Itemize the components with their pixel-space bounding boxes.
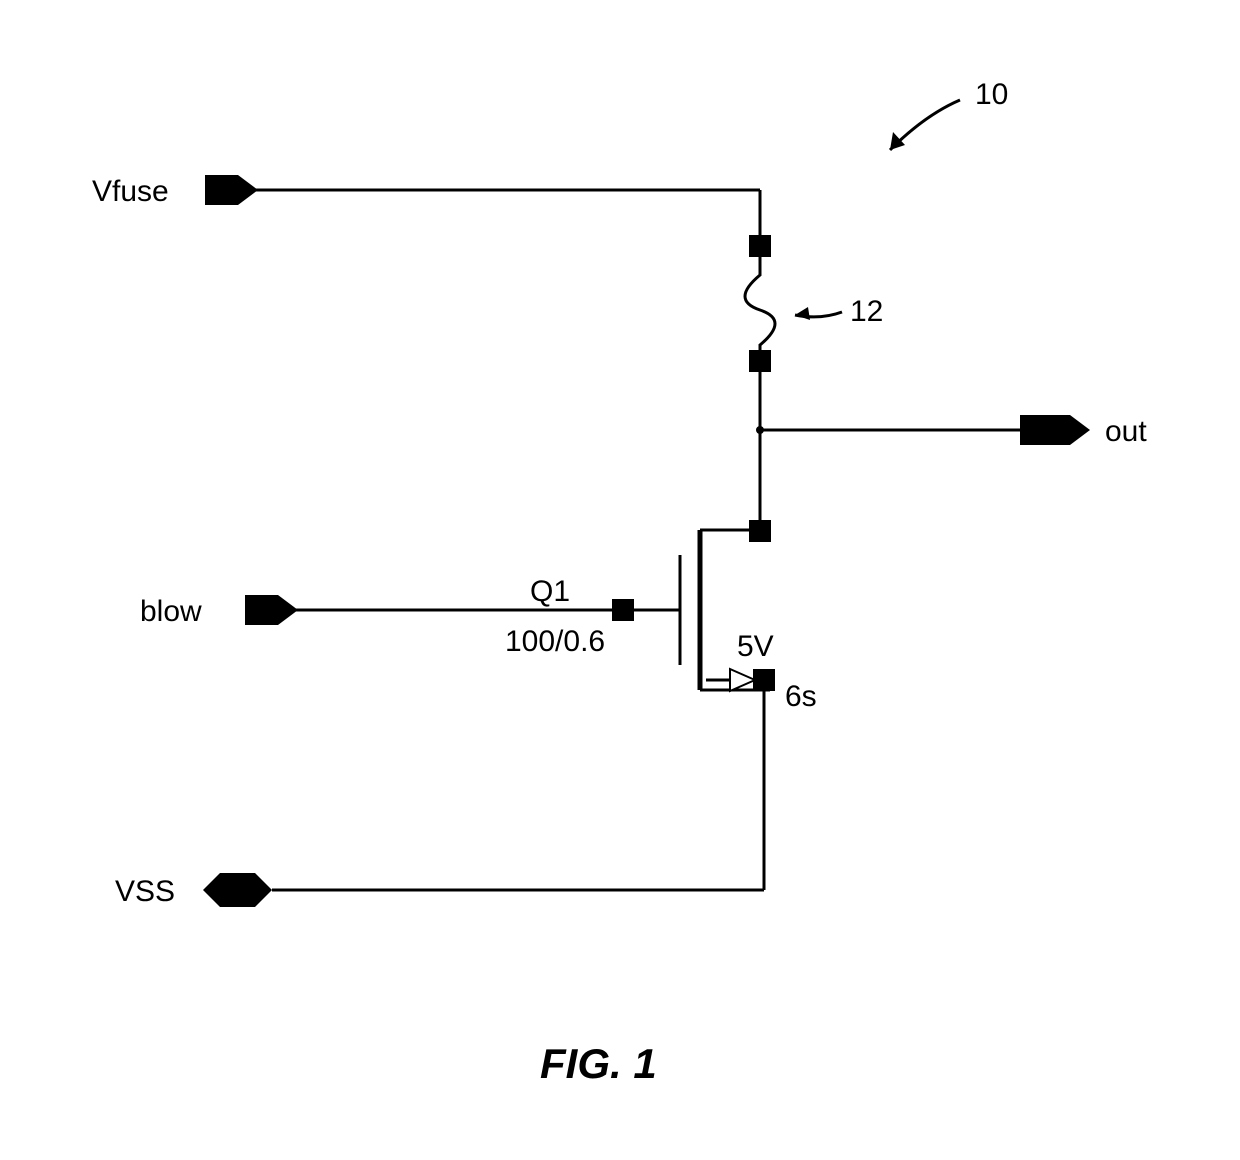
pin-out xyxy=(1020,415,1090,445)
gate-terminal xyxy=(612,599,634,621)
pin-blow xyxy=(245,595,298,625)
label-six-s: 6s xyxy=(785,680,817,714)
label-ref12: 12 xyxy=(850,295,883,329)
label-vfuse: Vfuse xyxy=(92,175,169,209)
fuse-terminal-top xyxy=(749,235,771,257)
circuit-diagram: Vfuse blow VSS out Q1 100/0.6 5V 6s 10 1… xyxy=(0,0,1240,1160)
label-blow: blow xyxy=(140,595,202,629)
ref10-arrowhead xyxy=(890,132,905,150)
ref12-arrowhead xyxy=(795,307,810,320)
label-out: out xyxy=(1105,415,1147,449)
label-ratio: 100/0.6 xyxy=(505,625,605,659)
label-vss: VSS xyxy=(115,875,175,909)
fuse-terminal-bottom xyxy=(749,350,771,372)
source-terminal xyxy=(753,669,775,691)
body-arrow xyxy=(730,669,755,691)
label-ref10: 10 xyxy=(975,78,1008,112)
schematic-svg xyxy=(0,0,1240,1160)
pin-vfuse xyxy=(205,175,258,205)
figure-title: FIG. 1 xyxy=(540,1040,657,1088)
label-voltage: 5V xyxy=(737,630,774,664)
fuse-symbol xyxy=(745,257,775,350)
label-q1: Q1 xyxy=(530,575,570,609)
pin-vss xyxy=(203,873,272,907)
